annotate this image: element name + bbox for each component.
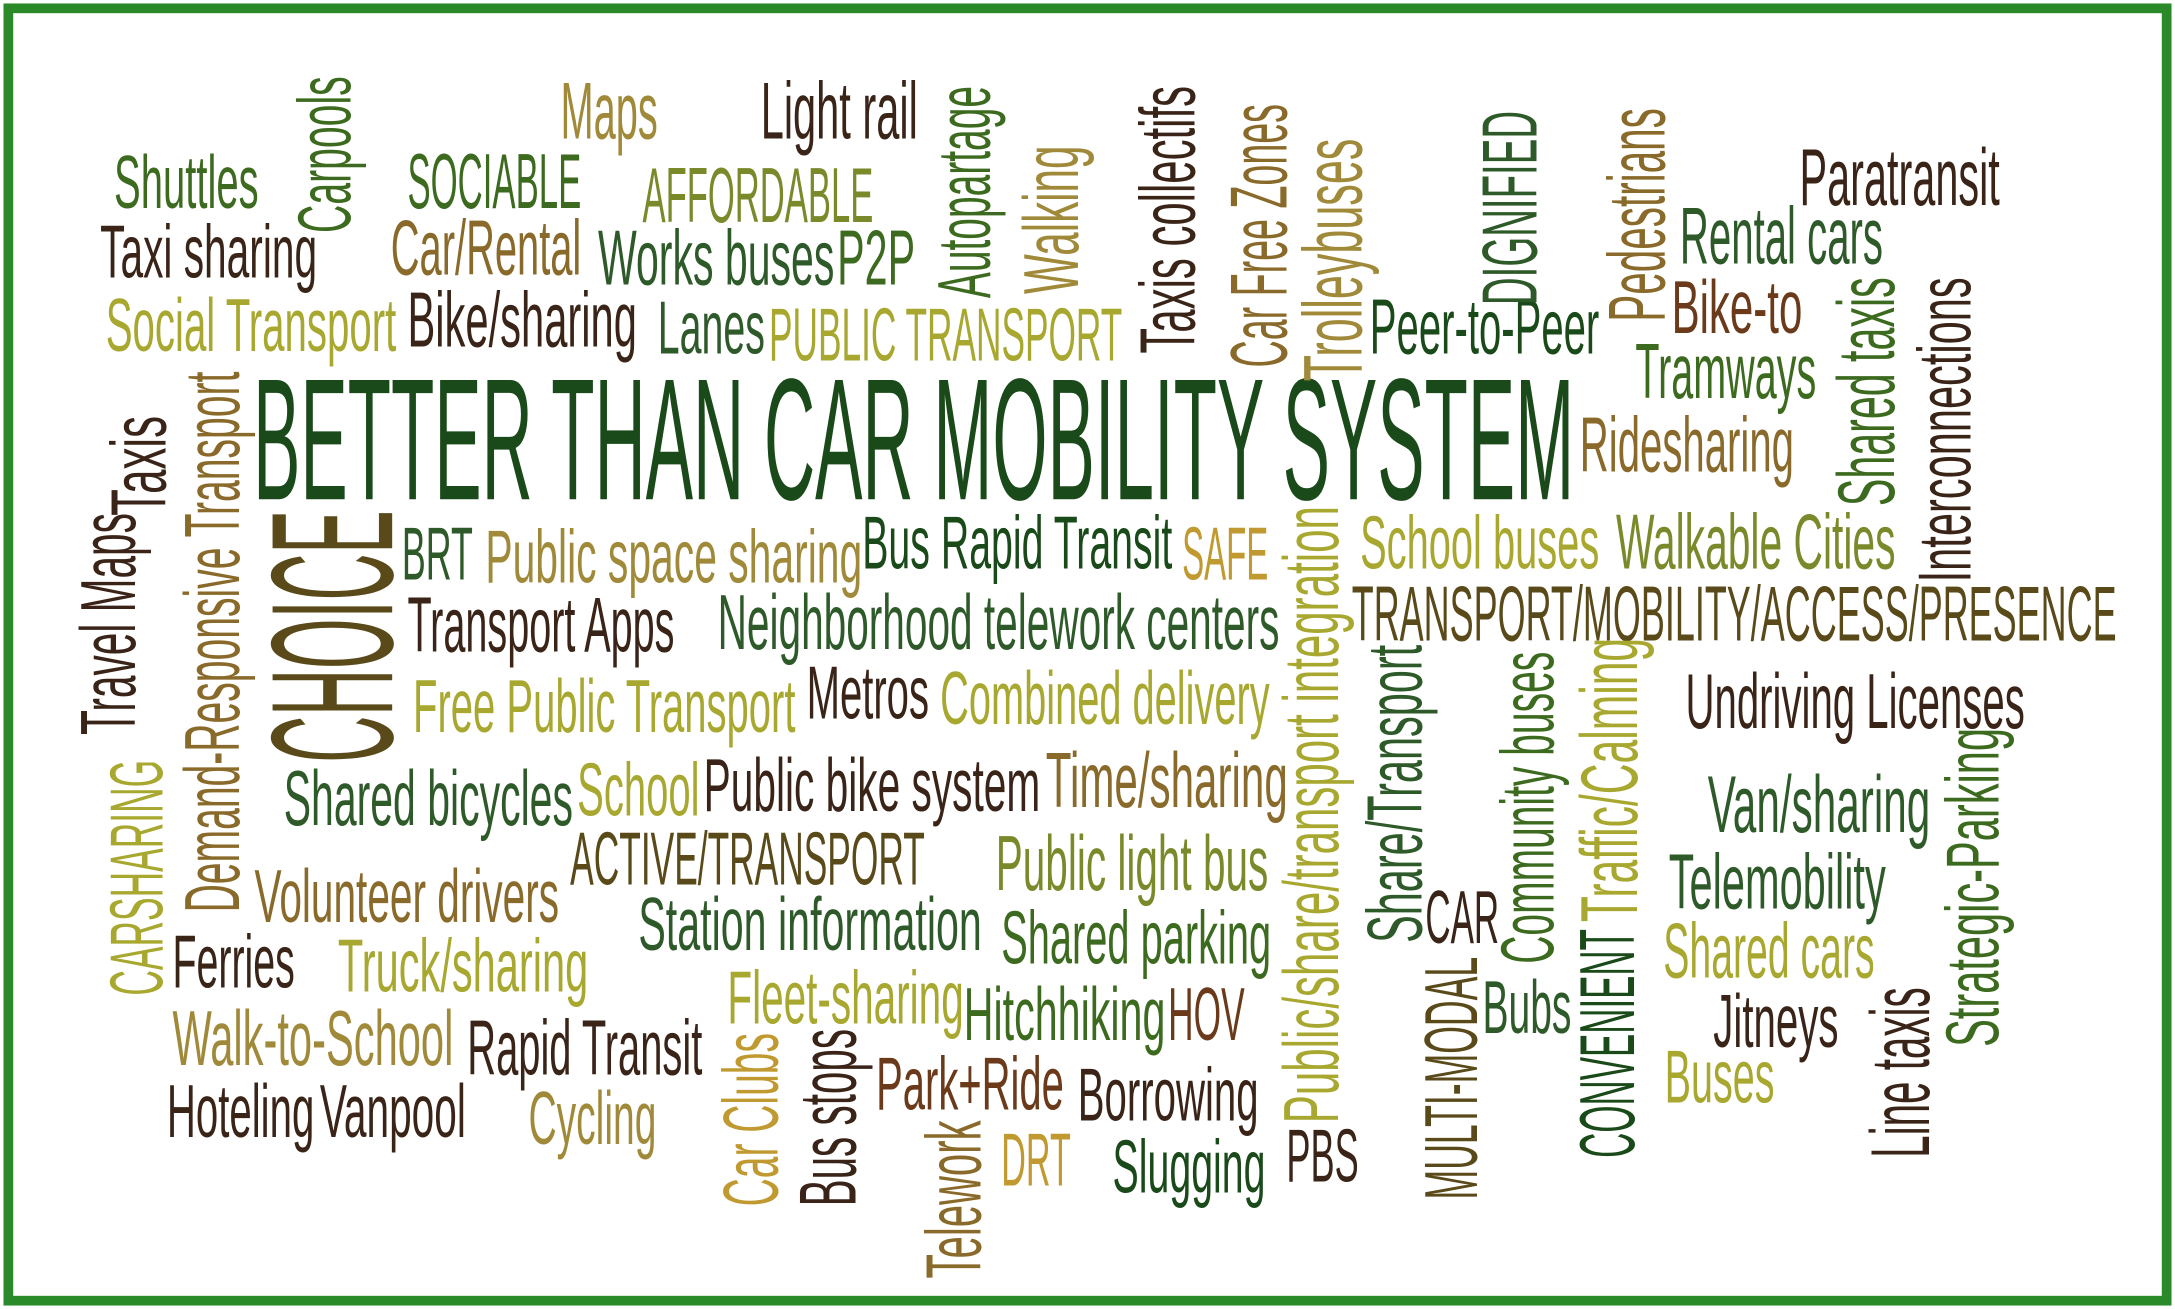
word: PUBLIC TRANSPORT [769, 293, 1122, 377]
word: Lanes [658, 286, 765, 370]
word: Neighborhood telework centers [718, 580, 1280, 666]
word: BRT [402, 512, 473, 596]
word: Bus stops [783, 1029, 873, 1206]
word: Metros [807, 650, 929, 734]
word: Public bike system [704, 743, 1041, 827]
word: Bubs [1482, 965, 1571, 1049]
word: Demand-Responsive Transport [170, 371, 256, 912]
word: SAFE [1182, 512, 1268, 596]
word: Volunteer drivers [254, 854, 559, 938]
word: Car Clubs [708, 1033, 794, 1206]
word: CARSHARING [95, 760, 179, 996]
word: Truck/sharing [338, 924, 588, 1008]
word: AFFORDABLE [642, 153, 873, 239]
word: Works buses [598, 215, 834, 301]
word: Time/sharing [1046, 738, 1288, 824]
word: Peer-to-Peer [1370, 285, 1599, 371]
word: ACTIVE/TRANSPORT [570, 817, 925, 901]
word: Paratransit [1800, 133, 2000, 223]
frame [3, 3, 2172, 1306]
word: Shared taxis [1822, 277, 1912, 506]
word: Maps [560, 67, 657, 157]
word: Taxi sharing [100, 209, 317, 293]
word: Car Free Zones [1214, 104, 1304, 367]
word: Public space sharing [485, 514, 862, 598]
word: DIGNIFIED [1468, 111, 1554, 305]
word: Carpools [282, 76, 366, 233]
word: Line taxis [1854, 987, 1947, 1158]
word: Interconnections [1902, 277, 1986, 582]
word: Bike/sharing [407, 278, 636, 364]
word: Telework [911, 1120, 997, 1278]
word: Strategic-Parking [1930, 728, 2014, 1047]
word: Park+Ride [876, 1041, 1064, 1125]
word: Light rail [761, 67, 918, 157]
word: Ferries [172, 919, 294, 1003]
word: Cycling [528, 1076, 656, 1160]
word: Slugging [1113, 1125, 1266, 1209]
word: Shared cars [1663, 909, 1874, 995]
word: Jitneys [1713, 979, 1838, 1063]
word: Taxis collectifs [1125, 86, 1211, 354]
word: PBS [1286, 1114, 1358, 1198]
word: Telemobility [1669, 839, 1886, 925]
word: Bike-to [1672, 265, 1803, 349]
word: Station information [638, 882, 981, 966]
word: Rapid Transit [467, 1006, 702, 1092]
word: BETTER THAN CAR MOBILITY SYSTEM [253, 342, 1574, 536]
word: Tramways [1635, 329, 1816, 415]
word: Transport Apps [407, 583, 674, 669]
word: Ridesharing [1580, 403, 1794, 489]
word: Walk-to-School [172, 996, 453, 1082]
word: Pedestrians [1593, 108, 1683, 322]
word: Hoteling [167, 1069, 314, 1153]
word: TRANSPORT/MOBILITY/ACCESS/PRESENCE [1352, 572, 2117, 658]
word: Trolleybuses [1286, 139, 1379, 382]
word: CAR [1425, 875, 1499, 959]
word: Van/sharing [1708, 760, 1931, 850]
word: SOCIABLE [407, 139, 581, 225]
word: Social Transport [106, 283, 397, 367]
word: DRT [1001, 1118, 1071, 1202]
word: Travel Maps [66, 513, 152, 735]
word: Vanpool [320, 1069, 466, 1153]
word: Shared parking [1001, 896, 1271, 980]
word: Bus Rapid Transit [862, 501, 1172, 585]
word: Free Public Transport [413, 664, 796, 748]
word: School buses [1360, 501, 1599, 585]
word: Borrowing [1078, 1053, 1259, 1137]
word: Undriving Licenses [1685, 659, 2024, 745]
word: Rental cars [1680, 192, 1883, 282]
word: Public light bus [996, 821, 1269, 907]
word: Buses [1665, 1034, 1775, 1118]
word: Share/Transport [1352, 645, 1438, 943]
word: Hitchhiking [964, 972, 1166, 1056]
word: Shuttles [114, 140, 259, 224]
word: Shared bicycles [284, 756, 573, 842]
word: Community buses [1485, 652, 1569, 964]
word: Public/share/transport integration [1269, 506, 1355, 1123]
word: Taxis [96, 416, 182, 516]
word: Combined delivery [940, 656, 1270, 740]
word: Walking [1009, 146, 1095, 294]
word: Traffic/Calming [1565, 638, 1655, 922]
word: Fleet-sharing [727, 955, 963, 1039]
word: Car/Rental [391, 206, 582, 292]
word: P2P [837, 215, 915, 301]
word: MULTI-MODAL [1409, 957, 1493, 1200]
word: CONVENIENT [1565, 929, 1651, 1158]
word: School [577, 747, 699, 831]
word: HOV [1168, 972, 1244, 1056]
word: Autopartage [922, 86, 1006, 298]
word: Walkable Cities [1616, 500, 1896, 586]
word: CHOICE [235, 510, 429, 762]
